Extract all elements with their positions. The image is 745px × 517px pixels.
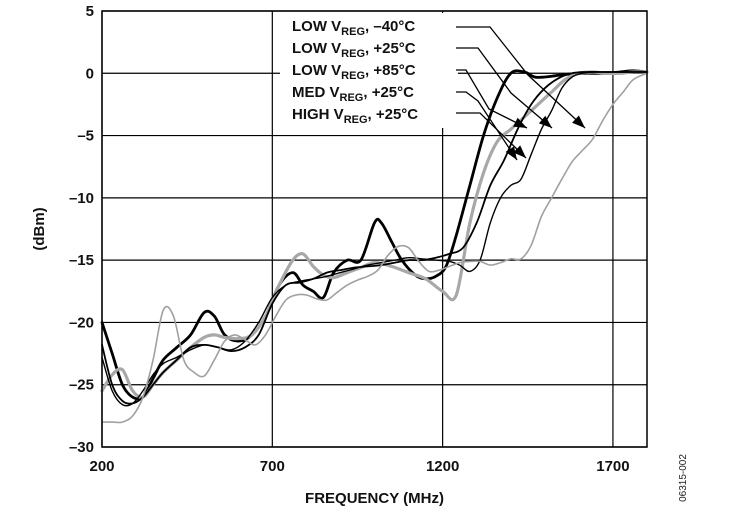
y-axis-label: (dBm): [31, 207, 48, 250]
x-tick-label: 1700: [596, 458, 629, 475]
legend-leader-line: [456, 69, 528, 129]
legend-entry: LOW VREG, +85°C: [292, 62, 416, 82]
series-line-3: [101, 71, 648, 405]
y-tick-label: 0: [86, 65, 94, 82]
y-tick-label: –25: [69, 377, 94, 394]
series-layer: [100, 69, 649, 424]
y-tick-label: –20: [69, 314, 94, 331]
legend-arrowhead: [505, 146, 517, 160]
legend-entry: LOW VREG, –40°C: [292, 18, 415, 38]
y-tick-label: –10: [69, 190, 94, 207]
axis-ticks: 5 0 –5 –10 –15 –20 –25 –30 200 700 1200 1700: [69, 3, 630, 475]
legend-leader-line: [456, 112, 527, 159]
legend-arrowhead: [538, 115, 552, 128]
legend-leader-line: [456, 26, 586, 129]
x-tick-label: 200: [89, 458, 114, 475]
y-tick-label: –5: [77, 128, 94, 145]
y-tick-label: 5: [86, 3, 94, 20]
plot-frame: [101, 10, 648, 448]
legend-background: [280, 13, 458, 128]
y-tick-label: –15: [69, 252, 94, 269]
x-tick-label: 700: [260, 458, 285, 475]
x-tick-label: 1200: [426, 458, 459, 475]
legend-leader-line: [456, 47, 553, 129]
series-line-5: [101, 72, 648, 424]
y-tick-label: –30: [69, 439, 94, 456]
series-line-1: [100, 69, 649, 401]
legend-arrowhead: [572, 115, 585, 128]
legend-entry: LOW VREG, +25°C: [292, 40, 416, 60]
legend-entry: HIGH VREG, +25°C: [292, 106, 418, 126]
legend-entry: MED VREG, +25°C: [292, 84, 414, 104]
x-axis-label: FREQUENCY (MHz): [305, 490, 444, 507]
legend-arrowhead: [513, 145, 526, 158]
legend-arrowhead: [513, 117, 527, 128]
series-line-4: [101, 71, 648, 407]
figure-id: 06315-002: [678, 454, 689, 502]
